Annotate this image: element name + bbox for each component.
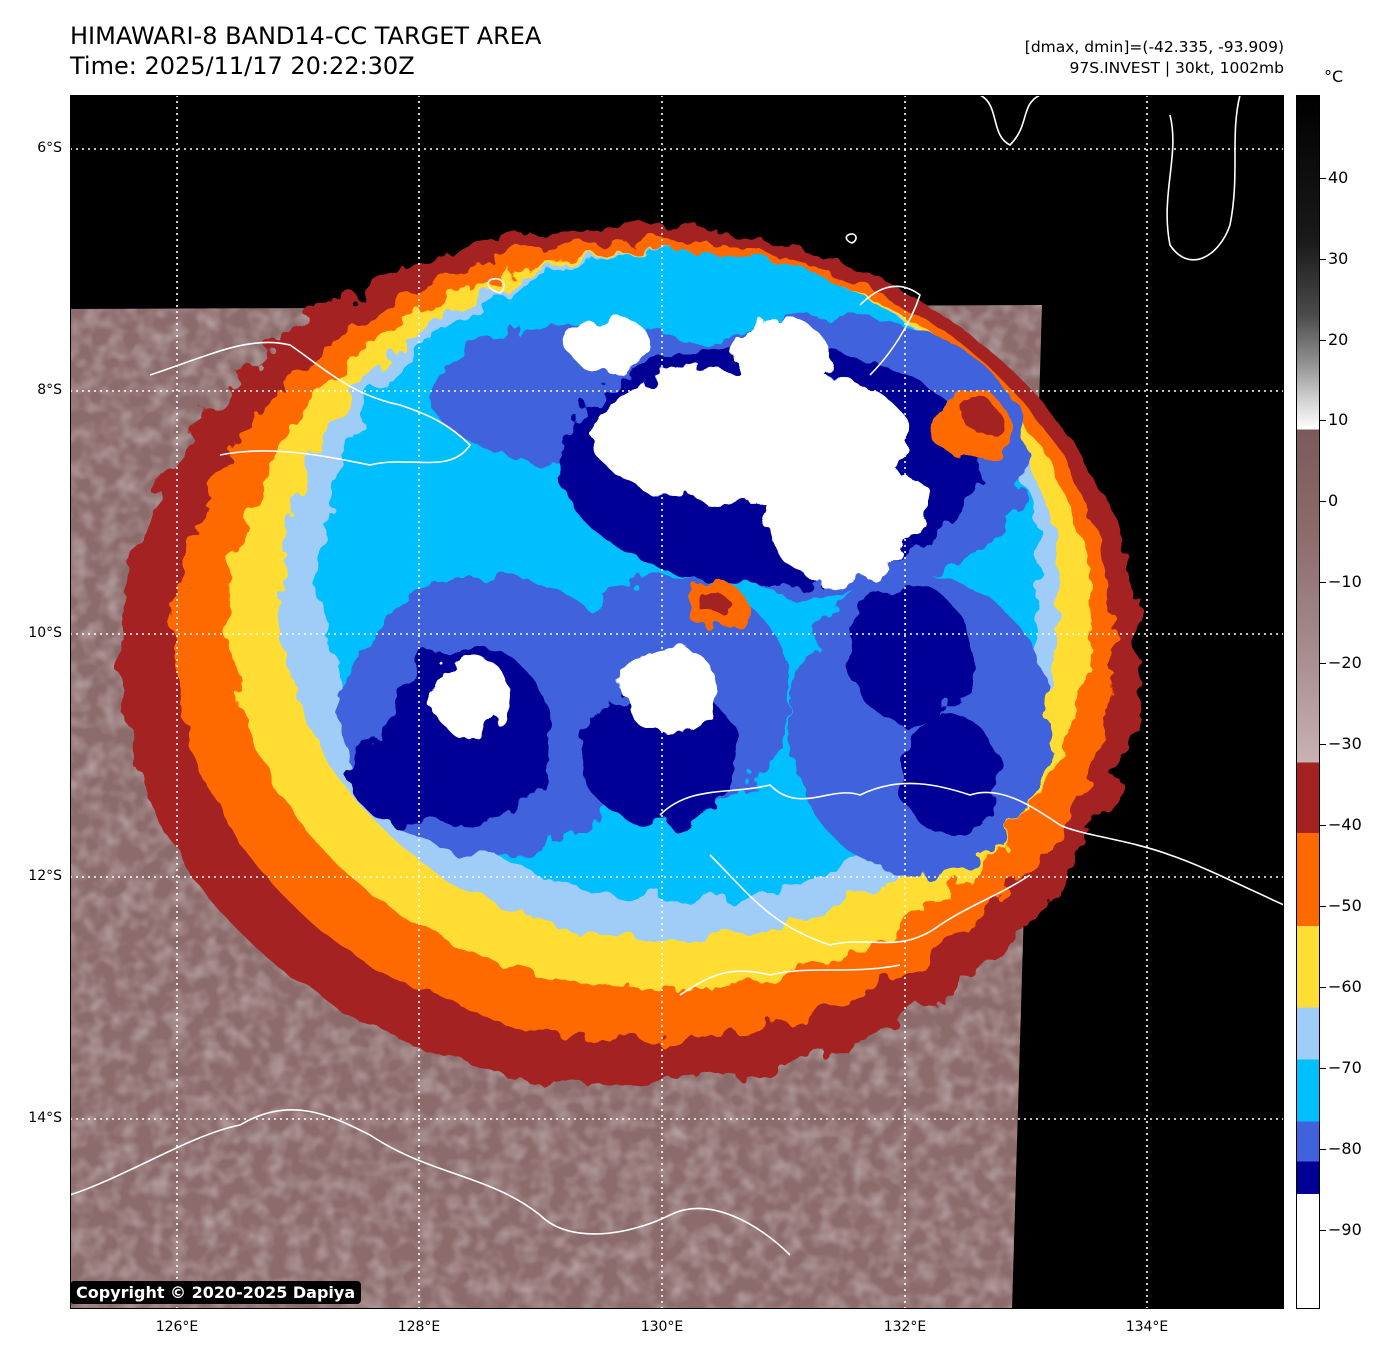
colorbar [1296,95,1320,1309]
colorbar-label: −70 [1328,1058,1362,1077]
colorbar-tick [1320,178,1326,179]
colorbar-label: 40 [1328,168,1349,187]
colorbar-label: −80 [1328,1139,1362,1158]
lat-label-6s: 6°S [37,140,62,156]
copyright-badge: Copyright © 2020-2025 Dapiya [70,1281,362,1304]
colorbar-tick [1320,825,1326,826]
lon-label-134e: 134°E [1125,1319,1169,1335]
coastlines [70,95,1284,1256]
colorbar-label: −60 [1328,977,1362,996]
colorbar-label: 30 [1328,249,1349,268]
lon-label-126e: 126°E [155,1319,199,1335]
colorbar-label: −10 [1328,572,1362,591]
chart-timestamp: Time: 2025/11/17 20:22:30Z [70,52,415,80]
colorbar-label: −50 [1328,896,1362,915]
colorbar-tick [1320,987,1326,988]
colorbar-label: 0 [1328,491,1339,510]
colorbar-label: −90 [1328,1220,1362,1239]
colorbar-label: 20 [1328,330,1349,349]
satellite-map [70,95,1284,1309]
colorbar-tick [1320,1149,1326,1150]
lon-label-128e: 128°E [397,1319,441,1335]
storm-info-label: 97S.INVEST | 30kt, 1002mb [1069,59,1284,77]
lat-label-10s: 10°S [28,625,62,641]
colorbar-tick [1320,582,1326,583]
colorbar-tick [1320,744,1326,745]
colorbar-label: −30 [1328,734,1362,753]
colorbar-tick [1320,420,1326,421]
colorbar-label: −20 [1328,653,1362,672]
data-range-label: [dmax, dmin]=(-42.335, -93.909) [1024,38,1284,56]
lat-label-14s: 14°S [28,1110,62,1126]
colorbar-tick [1320,340,1326,341]
colorbar-tick [1320,1230,1326,1231]
lat-label-12s: 12°S [28,868,62,884]
colorbar-unit: °C [1324,67,1344,86]
colorbar-tick [1320,259,1326,260]
colorbar-tick [1320,906,1326,907]
colorbar-label: −40 [1328,815,1362,834]
ir-imagery [70,225,1140,1309]
graticule [70,95,1284,1309]
lon-label-132e: 132°E [883,1319,927,1335]
colorbar-tick [1320,501,1326,502]
lat-label-8s: 8°S [37,382,62,398]
colorbar-tick [1320,1068,1326,1069]
chart-title: HIMAWARI-8 BAND14-CC TARGET AREA [70,22,542,50]
colorbar-tick [1320,663,1326,664]
colorbar-label: 10 [1328,410,1349,429]
lon-label-130e: 130°E [640,1319,684,1335]
